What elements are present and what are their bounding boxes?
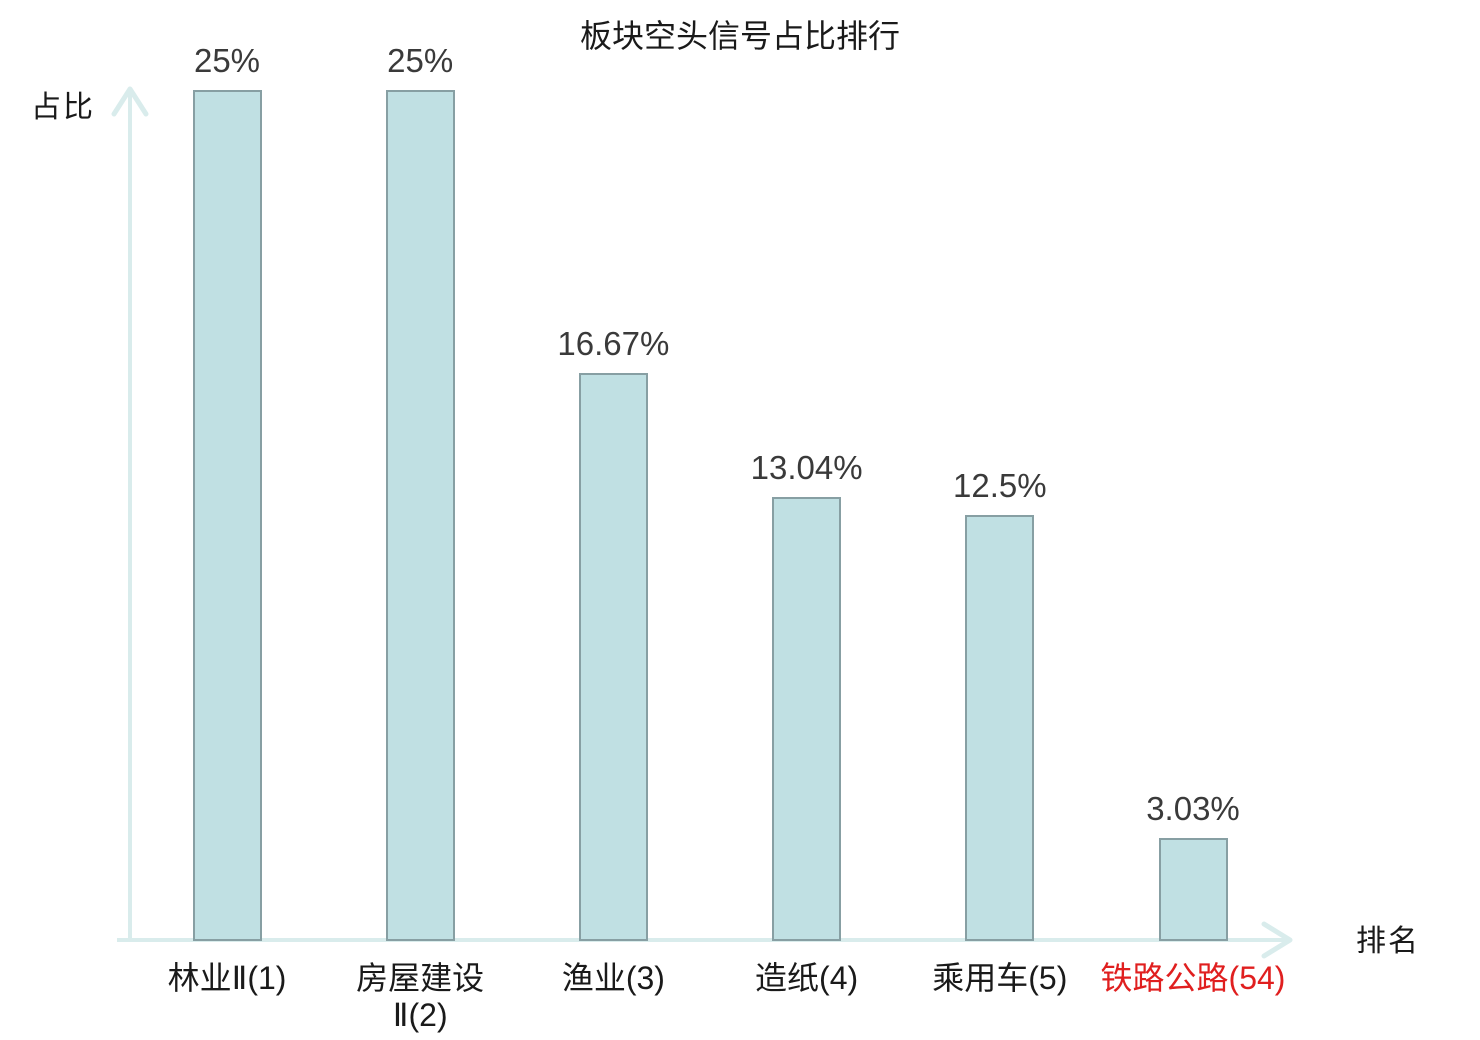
bar-value-label: 12.5% <box>953 467 1047 504</box>
x-tick-line: 乘用车(5) <box>932 960 1068 996</box>
bar-value-label: 25% <box>387 42 454 79</box>
x-tick-label: 林业Ⅱ(1) <box>107 960 347 997</box>
bar <box>578 373 648 941</box>
bar-value-label: 13.04% <box>750 449 863 486</box>
y-axis-arrowhead-icon <box>111 86 149 117</box>
x-axis-arrowhead-icon <box>1261 921 1293 959</box>
bar-value-label: 16.67% <box>557 325 670 362</box>
x-tick-line: 房屋建设 <box>356 960 485 996</box>
chart-title: 板块空头信号占比排行 <box>579 18 900 54</box>
x-tick-line: Ⅱ(2) <box>392 997 448 1033</box>
x-axis-label: 排名 <box>1356 925 1420 958</box>
bar <box>192 90 262 941</box>
y-axis-label: 占比 <box>31 91 95 124</box>
x-tick-line: 渔业(3) <box>561 960 665 996</box>
x-tick-label: 造纸(4) <box>687 960 927 997</box>
bar-value-label: 3.03% <box>1146 790 1240 827</box>
x-tick-line: 铁路公路(54) <box>1100 960 1286 996</box>
bar-value-label: 25% <box>193 42 261 79</box>
x-tick-label: 铁路公路(54) <box>1073 960 1313 997</box>
bar <box>385 90 455 941</box>
bar <box>1158 838 1228 941</box>
x-tick-label: 渔业(3) <box>493 960 733 997</box>
x-tick-line: 林业Ⅱ(1) <box>167 960 287 996</box>
x-tick-label: 房屋建设 Ⅱ(2) <box>300 960 540 1034</box>
bar <box>772 497 842 941</box>
x-tick-line: 造纸(4) <box>755 960 859 996</box>
x-tick-label: 乘用车(5) <box>880 960 1120 997</box>
bar <box>965 515 1035 941</box>
